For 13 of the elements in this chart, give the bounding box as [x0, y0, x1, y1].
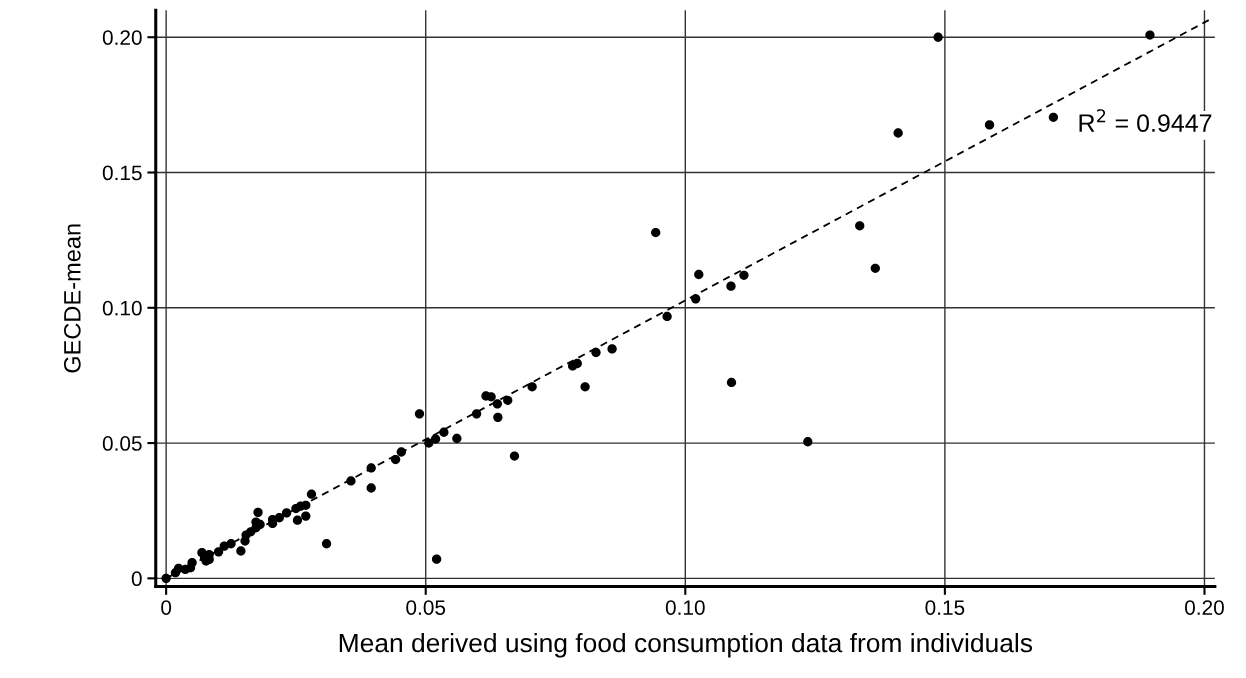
- y-axis-title: GECDE-mean: [63, 224, 81, 373]
- x-tick-label: 0.10: [665, 600, 705, 615]
- x-tick-label: 0: [161, 600, 172, 615]
- y-tick-label: 0.10: [102, 300, 142, 316]
- y-tick-label: 0: [131, 571, 142, 587]
- x-tick-label: 0.15: [925, 600, 965, 615]
- y-tick-label: 0.20: [102, 30, 142, 45]
- x-tick-label: 0.05: [406, 600, 446, 615]
- x-axis-title: Mean derived using food consumption data from individuals: [339, 632, 1033, 658]
- y-tick-label: 0.15: [102, 165, 142, 181]
- x-tick-label: 0.20: [1185, 600, 1224, 615]
- annotation: R$^{2}$ = 0.9447: [1079, 109, 1212, 132]
- y-tick-label: 0.05: [102, 436, 142, 451]
